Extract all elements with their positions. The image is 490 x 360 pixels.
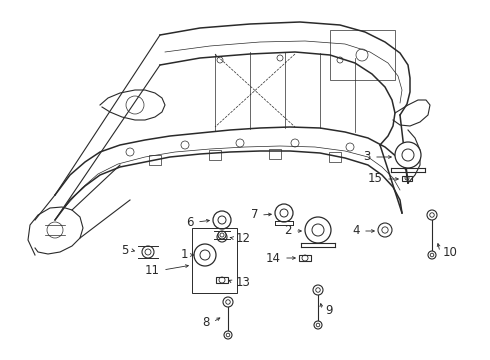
Text: 7: 7 (250, 208, 258, 221)
Bar (216, 277, 228, 283)
Text: 11: 11 (145, 264, 160, 276)
Bar (209, 150, 221, 160)
Circle shape (395, 142, 421, 168)
Circle shape (213, 211, 231, 229)
Bar (330, 30, 395, 80)
Circle shape (314, 321, 322, 329)
Bar (329, 152, 341, 162)
Text: 12: 12 (236, 231, 251, 244)
Circle shape (218, 231, 226, 239)
Circle shape (305, 217, 331, 243)
Text: 9: 9 (325, 303, 333, 316)
Bar (192, 228, 237, 293)
Text: 15: 15 (368, 172, 383, 185)
Bar (402, 176, 412, 181)
Text: 14: 14 (266, 252, 281, 265)
Circle shape (428, 251, 436, 259)
Text: 3: 3 (364, 150, 371, 163)
Text: 2: 2 (285, 225, 292, 238)
Circle shape (223, 297, 233, 307)
Text: 13: 13 (236, 275, 251, 288)
Text: 8: 8 (203, 315, 210, 328)
Circle shape (142, 246, 154, 258)
Bar (149, 155, 161, 165)
Text: 10: 10 (443, 246, 458, 258)
Bar (299, 255, 311, 261)
Circle shape (313, 285, 323, 295)
Circle shape (217, 232, 227, 242)
Text: 5: 5 (121, 243, 128, 256)
Circle shape (378, 223, 392, 237)
Circle shape (194, 244, 216, 266)
Circle shape (224, 331, 232, 339)
Text: 6: 6 (187, 216, 194, 229)
Circle shape (427, 210, 437, 220)
Circle shape (275, 204, 293, 222)
Text: 4: 4 (352, 225, 360, 238)
Bar (269, 149, 281, 159)
Text: 1: 1 (180, 248, 188, 261)
